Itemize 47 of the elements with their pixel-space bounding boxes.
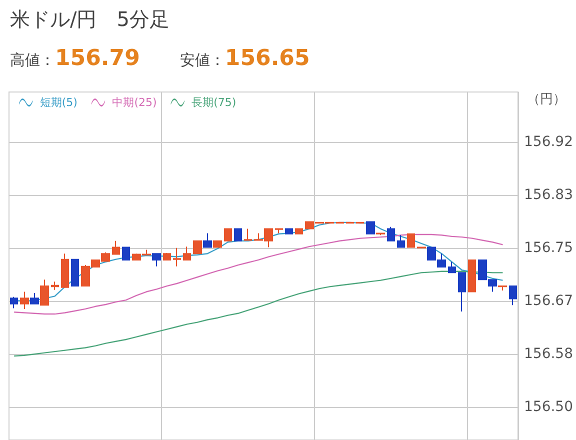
candlestick <box>509 286 517 306</box>
candlestick <box>163 252 171 260</box>
text: 安値：156.65 <box>180 46 310 71</box>
y-tick-label: 156.67 <box>524 292 573 309</box>
legend-label: 長期(75) <box>192 96 236 109</box>
legend-label: 短期(5) <box>40 96 78 109</box>
y-tick-label: 156.83 <box>524 186 573 203</box>
candlestick <box>122 246 130 260</box>
candlestick <box>20 291 29 310</box>
candlestick <box>295 228 303 234</box>
candlestick <box>193 240 202 254</box>
candlestick <box>51 281 59 290</box>
candlestick <box>498 286 507 291</box>
candlestick <box>468 259 476 292</box>
y-tick-label: 156.92 <box>524 134 573 150</box>
y-tick-label: 156.58 <box>524 346 573 362</box>
candlestick <box>10 296 18 309</box>
candlestick <box>203 232 212 248</box>
candlestick <box>173 247 181 267</box>
y-axis-title: （円） <box>527 91 566 108</box>
line-series <box>13 270 504 357</box>
text: 高値：156.79 <box>10 46 140 71</box>
y-tick-label: 156.50 <box>524 398 573 415</box>
candlestick <box>183 246 191 260</box>
candlestick <box>152 253 161 267</box>
candlestick <box>40 279 49 306</box>
candlestick <box>397 234 405 248</box>
candlestick <box>458 272 466 312</box>
chart-title: 米ドル/円 5分足 <box>10 6 170 33</box>
candlestick <box>112 240 120 255</box>
candlestick <box>224 228 232 242</box>
legend-label: 中期(25) <box>112 96 157 109</box>
candlestick <box>285 228 293 234</box>
y-tick-label: 156.75 <box>524 240 573 256</box>
candlestick <box>275 228 283 234</box>
candlestick <box>376 232 385 236</box>
candlestick <box>30 292 39 304</box>
candlestick <box>366 221 375 234</box>
candlestick <box>61 253 69 288</box>
candlestick <box>244 228 252 241</box>
candlestick <box>448 261 456 274</box>
line-series <box>13 234 504 315</box>
candlestick <box>71 258 79 287</box>
candlestick <box>407 233 415 248</box>
candlestick <box>234 228 242 242</box>
candlestick <box>387 226 395 242</box>
candlestick <box>213 240 222 248</box>
